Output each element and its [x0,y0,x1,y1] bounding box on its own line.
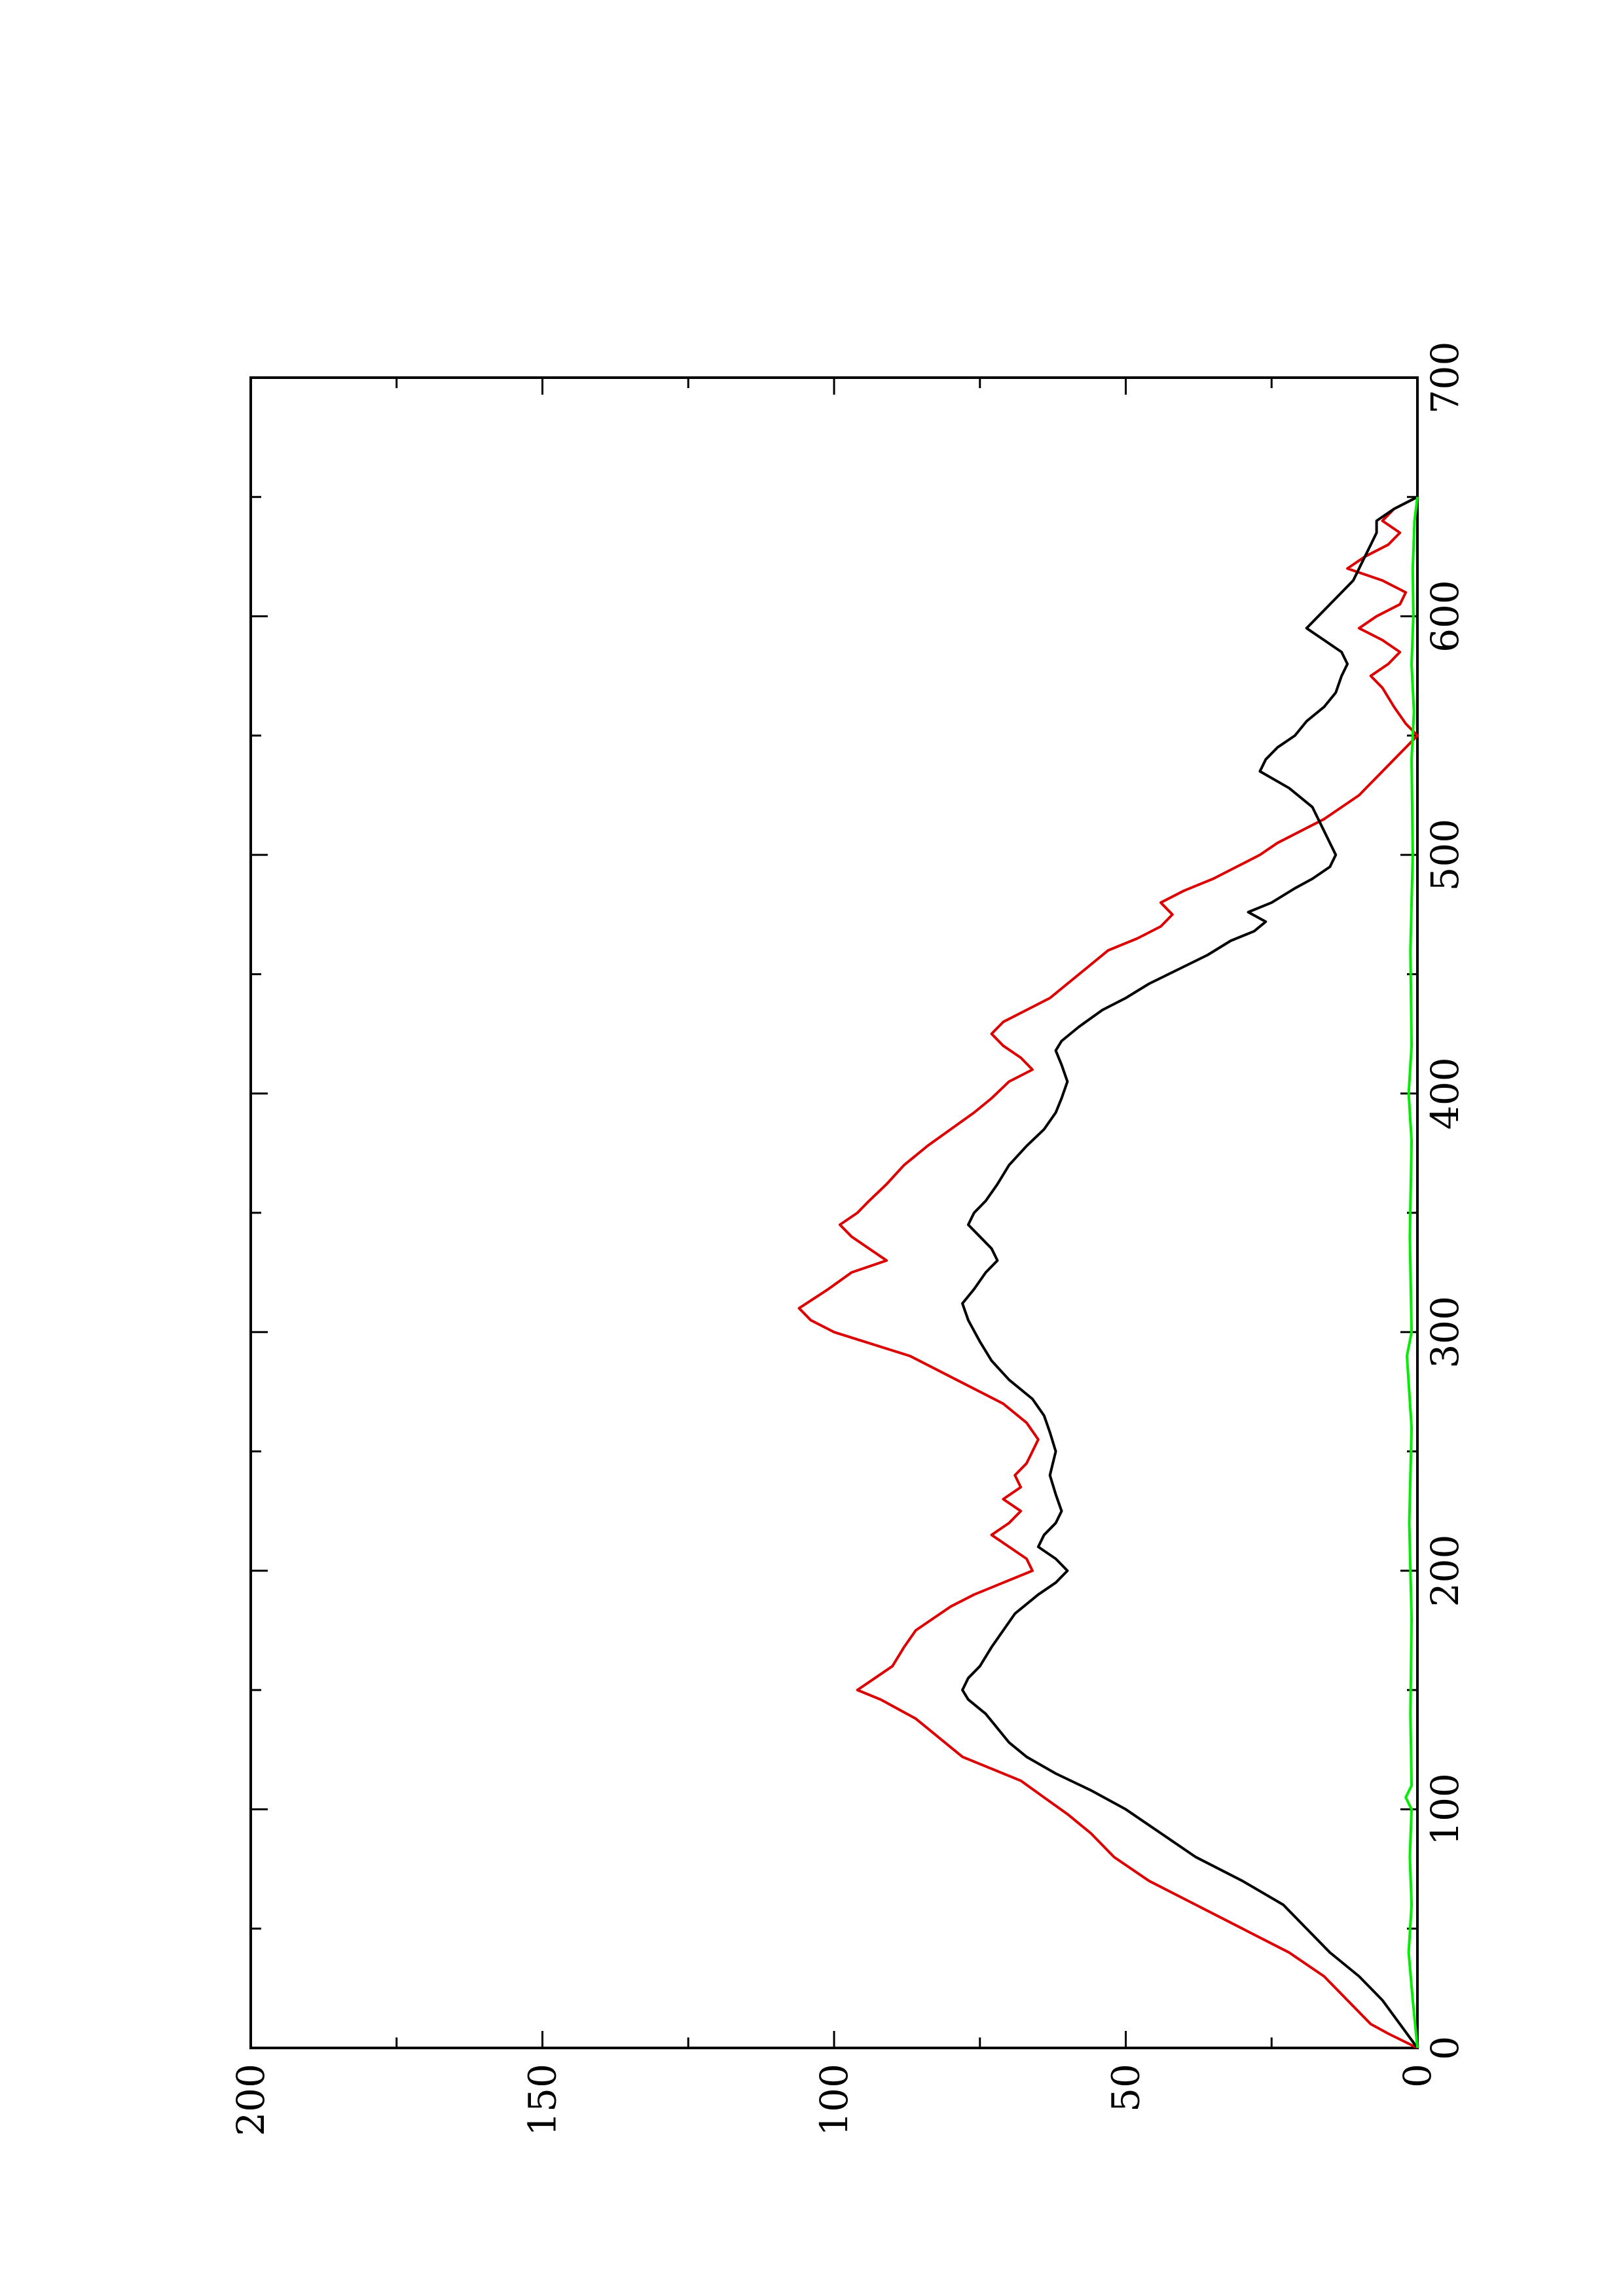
series-lines [797,495,1419,2049]
x-tick-label: 200 [1423,1534,1467,1607]
x-tick-label: 0 [1423,2036,1467,2060]
axis-ticks [249,376,1419,2049]
y-tick-label: 200 [228,2064,273,2136]
y-tick-label: 50 [1104,2064,1148,2112]
y-tick-label: 150 [520,2064,565,2136]
x-tick-label: 500 [1423,819,1467,891]
x-tick-label: 100 [1423,1773,1467,1846]
y-tick-label: 100 [812,2064,856,2136]
x-tick-label: 300 [1423,1296,1467,1369]
tick-labels: 0 100 200 300 400 500 600 700 0 50 100 150 200 [228,342,1467,2136]
series-line-1 [797,495,1419,2049]
series-line-3 [1404,497,1419,2049]
x-tick-label: 400 [1423,1057,1467,1130]
plot-frame [249,376,1419,2049]
y-tick-label: 0 [1395,2064,1440,2088]
series-line-2 [961,495,1419,2049]
x-tick-label: 600 [1423,580,1467,653]
x-tick-label: 700 [1423,342,1467,414]
